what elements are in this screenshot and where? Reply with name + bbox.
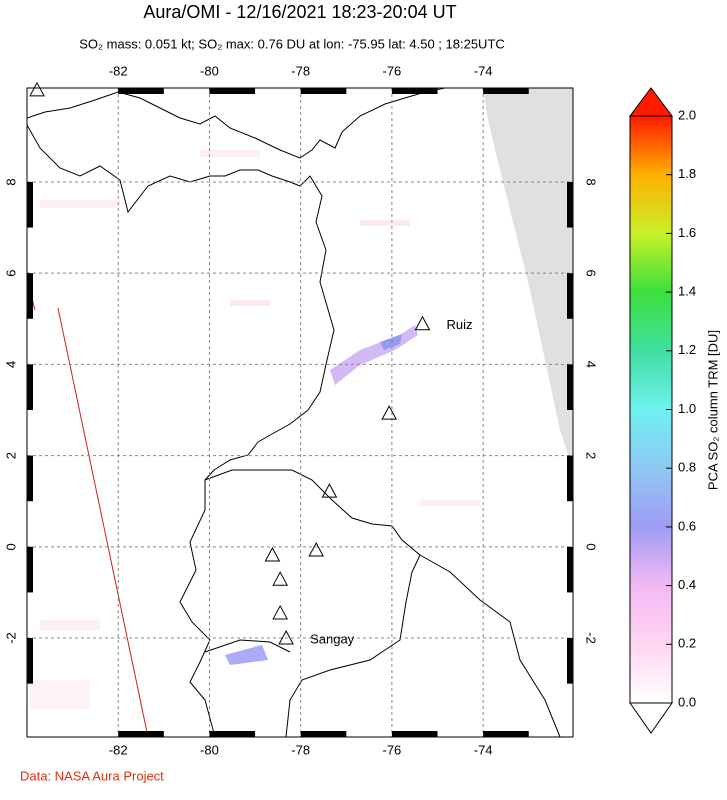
colorbar-max-arrow [629,87,673,117]
title: Aura/OMI - 12/16/2021 18:23-20:04 UT [143,2,456,22]
frame-segment [300,88,347,94]
lat-tick-label: 0 [3,543,18,550]
volcano-marker [308,541,325,557]
colorbar-label: PCA SO₂ column TRM [DU] [705,330,720,490]
colorbar-tick-label: 0.8 [678,460,696,475]
lat-tick-label: 4 [3,361,18,368]
colorbar-tick-label: 1.4 [678,284,696,299]
volcano-marker [321,483,338,498]
border [204,469,421,737]
frame-segment [391,731,438,737]
lon-tick-label: -76 [383,63,402,78]
lon-tick-label: -74 [474,742,493,757]
lat-tick-label: 2 [584,452,599,459]
so2-background [30,150,480,710]
coastline [27,88,446,159]
frame-segment [118,731,164,737]
lat-tick-label: 0 [584,543,599,550]
map-frame [26,87,574,738]
map-overlay: Ruiz Sangay [27,81,573,737]
frame-segment [300,731,347,737]
frame-segment [567,455,573,502]
frame-segment [27,546,33,593]
frame-segment [567,546,573,593]
frame-segment [118,88,164,94]
volcano-marker [264,546,281,562]
lat-tick-label: -2 [3,632,18,644]
lon-tick-label: -82 [109,63,128,78]
frame-segment [27,455,33,502]
colorbar-tick-label: 1.2 [678,342,696,357]
so2-plume-core [380,334,402,350]
colorbar-tick-label: 0.4 [678,577,696,592]
colorbar-min-arrow [629,702,673,734]
lon-tick-label: -80 [200,742,219,757]
lon-tick-label: -78 [291,63,310,78]
volcano-marker [272,604,288,620]
frame-segment [209,731,256,737]
colorbar-tick-label: 0.6 [678,518,696,533]
colorbar-tick-label: 1.0 [678,401,696,416]
frame-segment [483,88,529,94]
colorbar [629,115,673,704]
volcano-marker [272,571,288,586]
border [204,639,291,653]
lat-tick-label: 2 [3,452,18,459]
lon-tick-label: -76 [383,742,402,757]
frame-segment [567,273,573,319]
lon-tick-label: -82 [109,742,128,757]
lat-tick-label: 6 [3,270,18,277]
colorbar-tick-label: 2.0 [678,107,696,122]
lat-tick-label: 8 [3,178,18,185]
volcano-marker [414,315,431,331]
frame-segment [567,364,573,410]
volcano-marker [278,629,294,645]
frame-segment [391,88,438,94]
border [419,554,561,737]
frame-segment [567,181,573,228]
frame-segment [567,638,573,684]
lat-tick-label: 6 [584,270,599,277]
lon-tick-label: -74 [474,63,493,78]
subtitle: SO₂ mass: 0.051 kt; SO₂ max: 0.76 DU at … [79,36,505,51]
credit: Data: NASA Aura Project [20,768,164,783]
so2-plume [225,645,268,665]
lon-tick-label: -80 [200,63,219,78]
frame-segment [27,638,33,684]
volcano-marker [381,405,398,420]
volcano-marker [29,81,45,97]
lat-tick-label: -2 [584,632,599,644]
map-body [27,88,573,737]
lat-tick-label: 4 [584,361,599,368]
colorbar-tick-label: 0.0 [678,694,696,709]
frame-segment [27,181,33,228]
no-data-region [483,88,573,470]
colorbar-tick-label: 0.2 [678,636,696,651]
coastline [27,124,335,737]
colorbar-tick-label: 1.6 [678,225,696,240]
frame-segment [27,364,33,410]
frame-segment [209,88,256,94]
colorbar-tick-label: 1.8 [678,166,696,181]
lat-tick-label: 8 [584,178,599,185]
frame-segment [483,731,529,737]
frame-segment [27,273,33,319]
lon-tick-label: -78 [291,742,310,757]
volcano-label: Sangay [310,631,355,646]
volcano-label: Ruiz [446,317,472,332]
